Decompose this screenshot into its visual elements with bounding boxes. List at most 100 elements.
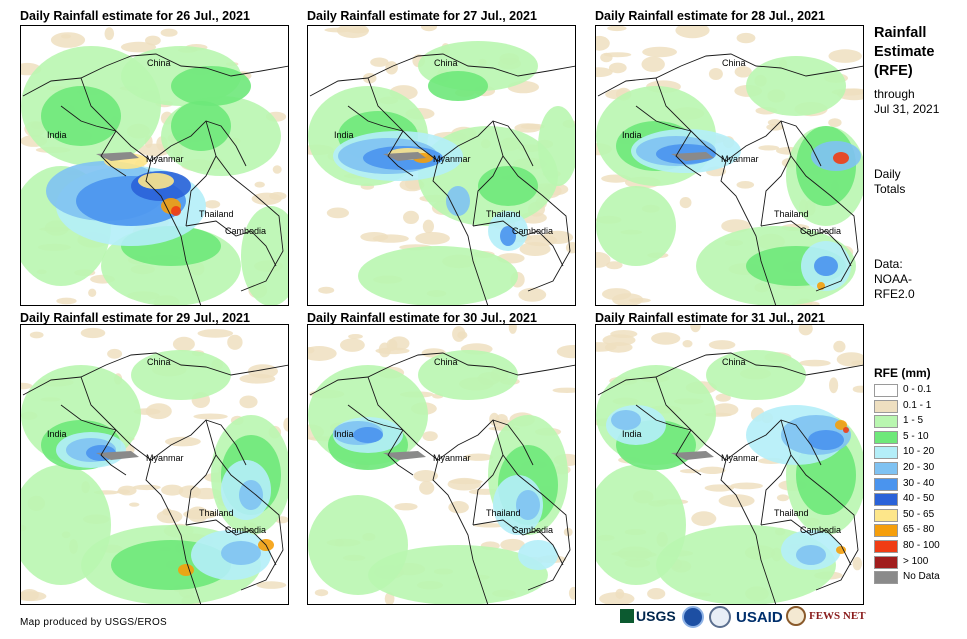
daily-totals-note: Daily Totals: [874, 167, 964, 197]
legend-label: > 100: [903, 555, 929, 567]
light-rain-patch: [269, 192, 287, 200]
light-rain-patch: [829, 377, 839, 394]
place-label-myanmar: Myanmar: [433, 154, 471, 164]
map-panel-30: China India Myanmar Thailand Cambodia: [307, 324, 576, 605]
legend-label: 0.1 - 1: [903, 399, 932, 411]
country-border: [185, 155, 217, 227]
light-rain-patch: [272, 165, 282, 174]
light-rain-patch: [690, 325, 701, 333]
rain-patch: [796, 545, 826, 565]
no-data-area: [96, 152, 139, 161]
light-rain-patch: [88, 288, 97, 297]
light-rain-patch: [736, 32, 756, 44]
usgs-logo-text: USGS: [636, 608, 676, 624]
country-border: [100, 130, 127, 177]
light-rain-patch: [568, 586, 575, 600]
legend-label: 80 - 100: [903, 539, 940, 551]
country-border: [60, 105, 117, 132]
map-panel-26: China India Myanmar Thailand Cambodia: [20, 25, 289, 306]
light-rain-patch: [239, 395, 258, 409]
fews-net-logo: FEWS NET: [809, 610, 866, 622]
light-rain-patch: [852, 385, 863, 393]
country-border: [347, 404, 404, 431]
data-source: Data: NOAA- RFE2.0: [874, 257, 964, 302]
rain-patch: [835, 420, 847, 430]
panel-title-27: Daily Rainfall estimate for 27 Jul., 202…: [307, 9, 537, 23]
usgs-logo: USGS: [620, 608, 676, 624]
country-border: [472, 519, 564, 566]
light-rain-patch: [500, 538, 525, 551]
rain-patch: [418, 350, 518, 400]
rainfall-map: [21, 27, 288, 305]
rain-patch: [131, 350, 231, 400]
light-rain-patch: [29, 331, 44, 339]
light-rain-patch: [283, 417, 288, 432]
no-data-area: [96, 451, 139, 460]
light-rain-patch: [336, 26, 369, 39]
light-rain-patch: [120, 41, 157, 53]
usgs-wave-icon: [620, 609, 634, 623]
country-border: [185, 454, 217, 526]
country-border: [760, 155, 792, 227]
light-rain-patch: [565, 242, 575, 254]
place-label-cambodia: Cambodia: [800, 226, 842, 236]
light-rain-patch: [604, 342, 633, 353]
data-source-line2: NOAA-: [874, 272, 913, 286]
country-border: [780, 120, 859, 292]
noaa-logo: [682, 606, 704, 628]
rain-patch: [836, 546, 846, 554]
light-rain-patch: [708, 340, 736, 350]
no-data-area: [383, 451, 426, 460]
place-label-china: China: [722, 357, 746, 367]
light-rain-patch: [372, 234, 409, 243]
place-label-myanmar: Myanmar: [721, 154, 759, 164]
place-label-india: India: [47, 130, 67, 140]
rain-patch: [41, 86, 121, 146]
light-rain-patch: [836, 352, 863, 367]
country-border: [185, 220, 277, 267]
light-rain-patch: [21, 382, 33, 390]
light-rain-patch: [679, 197, 692, 209]
panel-title-31: Daily Rainfall estimate for 31 Jul., 202…: [595, 311, 825, 325]
rainfall-map: [21, 327, 288, 604]
place-label-india: India: [622, 429, 642, 439]
light-rain-patch: [421, 26, 437, 32]
country-border: [22, 352, 288, 396]
rain-patch: [178, 564, 194, 576]
light-rain-patch: [606, 261, 623, 270]
light-rain-patch: [828, 118, 842, 127]
place-label-india: India: [622, 130, 642, 140]
data-source-line3: RFE2.0: [874, 287, 915, 301]
rain-patch: [538, 106, 575, 186]
rain-patch: [308, 495, 408, 595]
map-title-line2: Estimate: [874, 44, 935, 60]
country-border: [472, 220, 564, 267]
country-border: [720, 459, 777, 604]
dhs-seal: [709, 606, 731, 628]
country-border: [780, 419, 859, 591]
rain-patch: [518, 540, 558, 570]
map-title: Rainfall Estimate (RFE): [874, 24, 964, 81]
rain-patch: [446, 186, 470, 216]
legend-label: 65 - 80: [903, 524, 935, 536]
light-rain-patch: [145, 403, 172, 420]
country-border: [432, 459, 489, 604]
legend-label: 30 - 40: [903, 477, 935, 489]
country-border: [432, 160, 489, 305]
country-border: [720, 160, 777, 305]
country-border: [472, 454, 504, 526]
fews-seal: [786, 606, 806, 626]
legend-swatch: [874, 446, 898, 460]
rain-patch: [746, 56, 846, 116]
light-rain-patch: [183, 509, 218, 520]
light-rain-patch: [651, 332, 681, 345]
light-rain-patch: [679, 469, 701, 474]
place-label-thailand: Thailand: [199, 508, 234, 518]
rain-patch: [516, 490, 540, 520]
light-rain-patch: [833, 340, 846, 353]
rainfall-map: [596, 325, 863, 604]
place-label-cambodia: Cambodia: [225, 226, 267, 236]
map-panel-27: China India Myanmar Thailand Cambodia: [307, 25, 576, 306]
light-rain-patch: [116, 489, 130, 495]
rainfall-map: [308, 325, 575, 604]
